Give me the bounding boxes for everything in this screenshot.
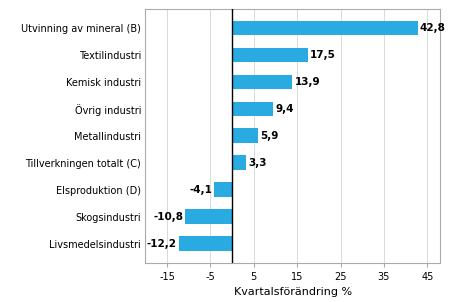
Text: -10,8: -10,8 (153, 212, 183, 222)
Text: 17,5: 17,5 (310, 50, 336, 60)
Text: 3,3: 3,3 (249, 158, 267, 168)
Bar (232, 47, 308, 63)
Text: -4,1: -4,1 (189, 185, 212, 195)
Text: 5,9: 5,9 (260, 131, 278, 141)
Bar (214, 182, 232, 197)
Text: -12,2: -12,2 (147, 239, 177, 249)
Bar (232, 156, 247, 170)
Text: 13,9: 13,9 (295, 77, 320, 87)
Bar (232, 101, 273, 116)
Bar (179, 236, 232, 251)
X-axis label: Kvartalsförändring %: Kvartalsförändring % (234, 287, 352, 297)
Text: 42,8: 42,8 (420, 23, 446, 33)
Bar (232, 21, 418, 35)
Bar (232, 128, 258, 143)
Text: 9,4: 9,4 (275, 104, 294, 114)
Bar (232, 75, 292, 89)
Bar (185, 209, 232, 224)
